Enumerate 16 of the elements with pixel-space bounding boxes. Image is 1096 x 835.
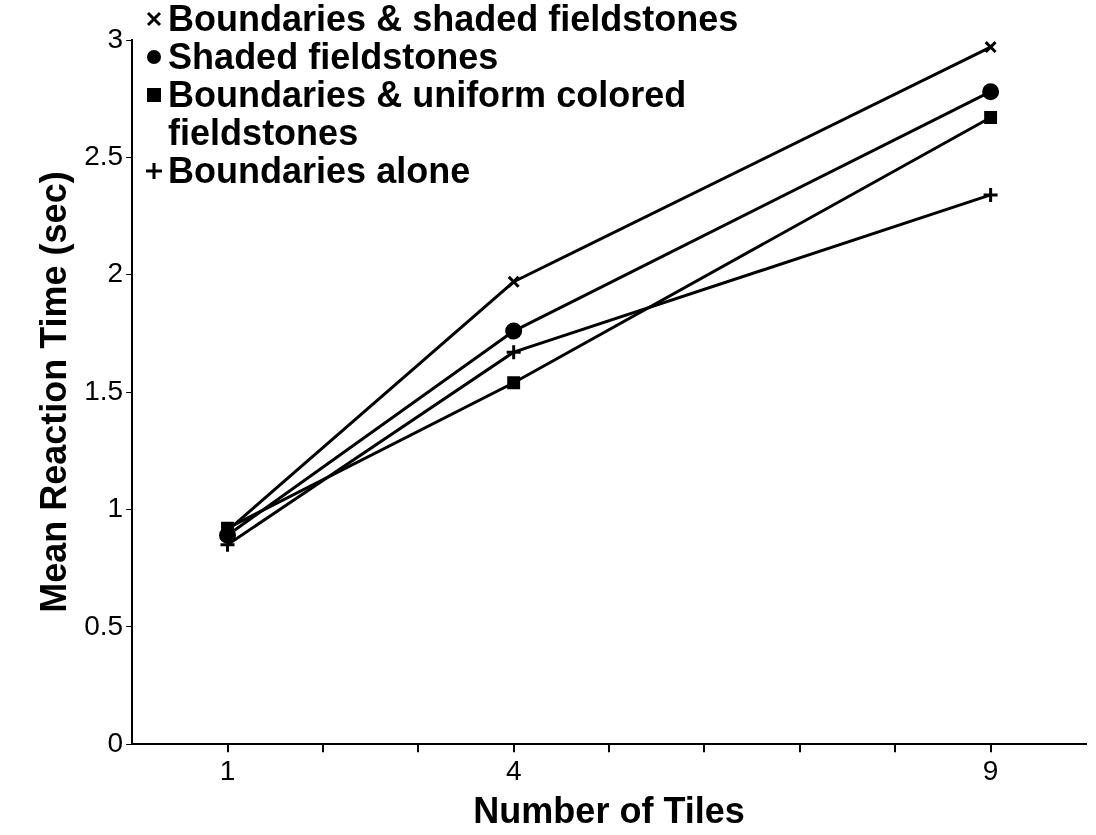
y-axis-title: Mean Reaction Time (sec) xyxy=(32,171,74,613)
x-tick-label: 4 xyxy=(505,754,522,786)
legend-label: Shaded fieldstones xyxy=(168,36,500,77)
y-tick-label: 2 xyxy=(107,257,124,289)
y-tick-label: 0 xyxy=(107,726,124,758)
x-axis-title: Number of Tiles xyxy=(473,790,745,832)
legend-label: Boundaries & uniform colored fieldstones xyxy=(168,74,688,153)
y-tick-label: 3 xyxy=(107,22,124,54)
legend-label: Boundaries alone xyxy=(168,150,472,191)
x-tick-label: 9 xyxy=(982,754,999,786)
y-tick-label: 1 xyxy=(107,492,124,524)
legend-label: Boundaries & shaded fieldstones xyxy=(168,0,740,39)
y-tick-label: 2.5 xyxy=(84,140,124,172)
x-tick-label: 1 xyxy=(219,754,236,786)
y-tick-label: 0.5 xyxy=(84,609,124,641)
y-tick-label: 1.5 xyxy=(84,374,124,406)
